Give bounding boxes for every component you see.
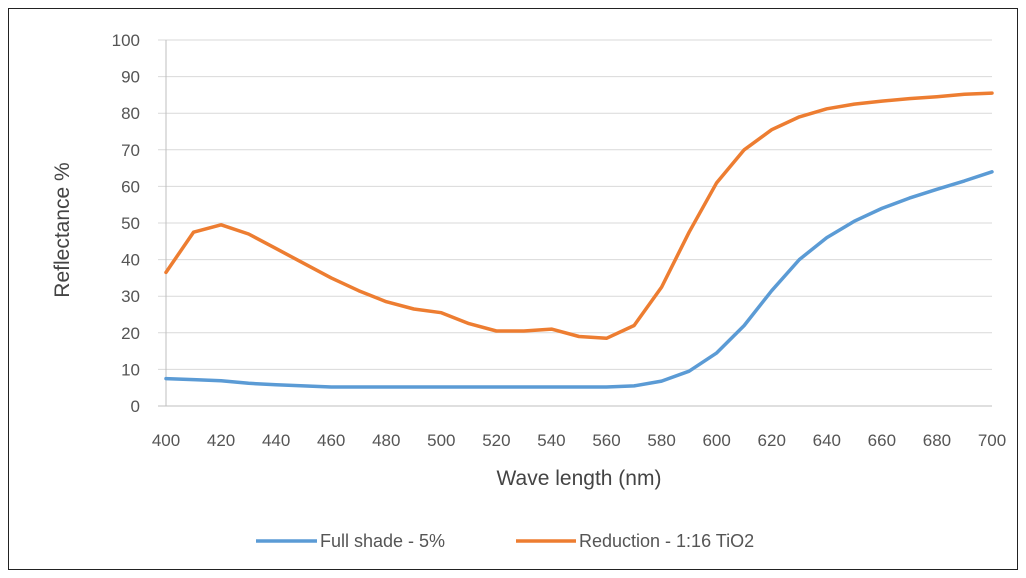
gridlines [158, 39, 992, 407]
x-tick-label: 640 [813, 431, 841, 450]
y-tick-label: 50 [121, 214, 140, 233]
legend-label-1: Full shade - 5% [320, 531, 445, 551]
x-tick-label: 620 [758, 431, 786, 450]
x-axis-tick-labels: 400 420 440 460 480 500 520 540 560 580 600 620 640 6… [152, 431, 1006, 450]
x-tick-label: 500 [427, 431, 455, 450]
y-tick-label: 30 [121, 287, 140, 306]
x-tick-label: 540 [537, 431, 565, 450]
x-tick-label: 580 [647, 431, 675, 450]
legend: Full shade - 5% Reduction - 1:16 TiO2 [256, 531, 754, 551]
y-axis-label: Reflectance % [51, 162, 74, 297]
x-tick-label: 480 [372, 431, 400, 450]
y-tick-label: 100 [112, 31, 140, 50]
x-tick-label: 420 [207, 431, 235, 450]
y-tick-label: 90 [121, 68, 140, 87]
x-tick-label: 680 [923, 431, 951, 450]
chart-frame: 0 10 20 30 40 50 60 70 80 90 100 400 420 440 460 480 50… [8, 8, 1018, 570]
y-tick-label: 80 [121, 104, 140, 123]
x-tick-label: 400 [152, 431, 180, 450]
series-line-2 [164, 91, 994, 341]
line-chart: 0 10 20 30 40 50 60 70 80 90 100 400 420 440 460 480 50… [51, 31, 1006, 551]
series-line-1 [164, 170, 994, 389]
x-tick-label: 660 [868, 431, 896, 450]
legend-label-2: Reduction - 1:16 TiO2 [579, 531, 754, 551]
x-tick-label: 560 [592, 431, 620, 450]
y-tick-label: 10 [121, 360, 140, 379]
y-tick-label: 60 [121, 177, 140, 196]
y-tick-label: 0 [131, 397, 140, 416]
x-tick-label: 440 [262, 431, 290, 450]
y-tick-label: 70 [121, 141, 140, 160]
series-lines [164, 91, 994, 389]
y-tick-label: 40 [121, 251, 140, 270]
y-tick-label: 20 [121, 324, 140, 343]
x-tick-label: 600 [702, 431, 730, 450]
x-tick-label: 460 [317, 431, 345, 450]
x-axis-label: Wave length (nm) [497, 467, 662, 490]
y-axis-tick-labels: 0 10 20 30 40 50 60 70 80 90 100 [112, 31, 140, 416]
x-tick-label: 700 [978, 431, 1006, 450]
x-tick-label: 520 [482, 431, 510, 450]
